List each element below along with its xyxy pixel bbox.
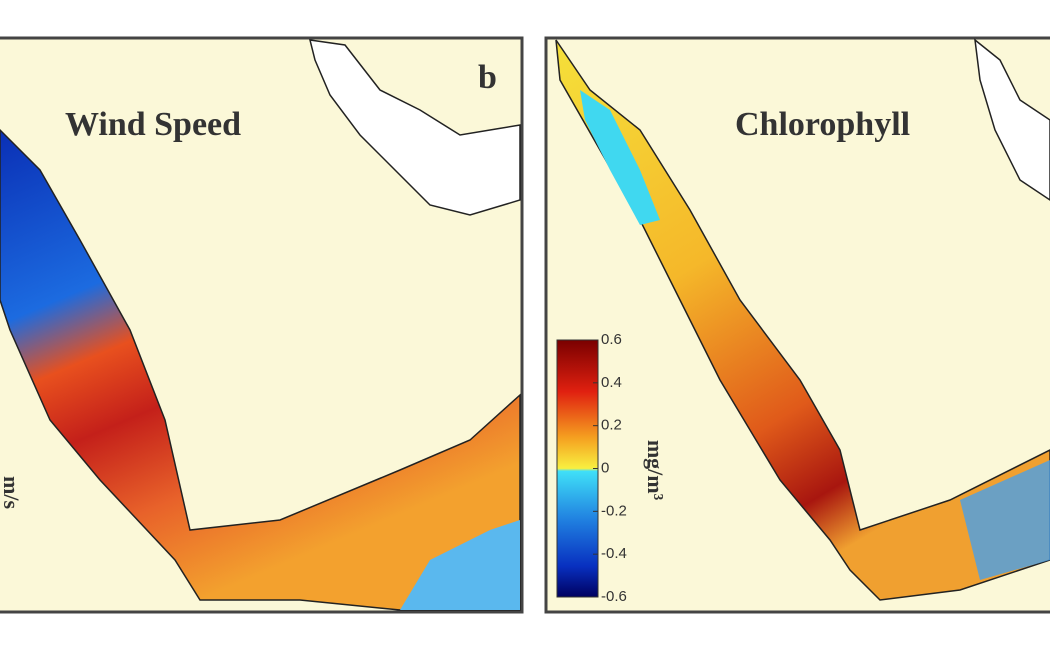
colorbar-tick-label: 0.4 — [601, 374, 622, 391]
panel-title: Wind Speed — [65, 106, 241, 143]
unit-label: m/s — [0, 476, 24, 509]
panel-title: Chlorophyll — [735, 106, 910, 143]
colorbar — [556, 339, 599, 598]
colorbar-unit: mg/m³ — [643, 440, 668, 501]
sea-patch — [960, 460, 1050, 580]
colorbar-tick-label: 0 — [601, 459, 609, 476]
sea-patch — [400, 520, 520, 610]
sea-patch — [580, 90, 660, 225]
colorbar-tick-label: -0.4 — [601, 545, 627, 562]
colorbar-tick-label: 0.6 — [601, 331, 622, 348]
land — [974, 38, 1050, 201]
colorbar-tick-label: 0.2 — [601, 417, 622, 434]
sea — [0, 128, 521, 611]
colorbar-tick-label: -0.2 — [601, 502, 627, 519]
colorbar-tick-label: -0.6 — [601, 588, 627, 605]
panel-chlorophyll: Chlorophyll 0.6 0.4 0.2 0 -0.2 -0.4 -0.6 mg/m³ — [544, 36, 1050, 614]
panel-wind: Wind Speed b m/s — [0, 36, 524, 614]
colorbar-ticks: 0.6 0.4 0.2 0 -0.2 -0.4 -0.6 — [593, 331, 627, 605]
land — [309, 39, 521, 216]
panel-label: b — [478, 59, 497, 96]
